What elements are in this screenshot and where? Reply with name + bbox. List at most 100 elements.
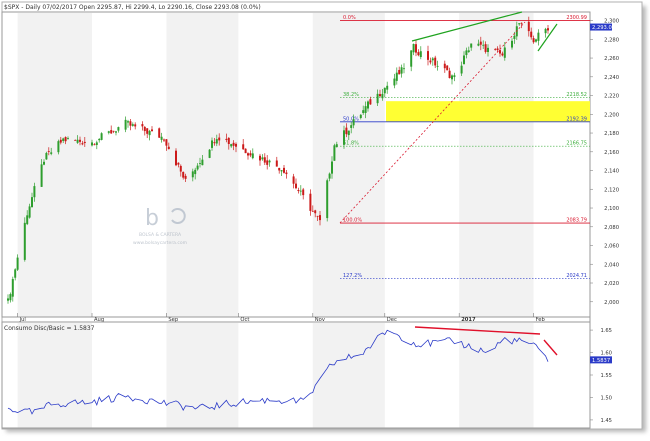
indicator-tick-label: 1.65 [600,328,612,334]
candle-body [544,28,547,34]
candle-body [261,157,264,160]
candle-body [57,141,60,153]
trend-lines [339,11,558,356]
candle-body [146,128,149,134]
candle-body [26,215,29,225]
candle-body [79,139,81,142]
candle-body [124,119,127,130]
candle-body [177,162,180,165]
indicator-series [7,329,549,415]
candle-body [496,48,499,50]
candle-body [117,127,120,131]
candle-body [417,52,420,56]
candle-body [393,78,396,86]
candle-body [527,21,530,32]
candle-body [316,215,319,217]
fibonacci-retracement: 0.0% 2300.99 38.2% 2218.52 50.0% 2192.39 61.8%… [340,15,590,279]
candle-body [112,130,115,132]
candle-body [367,101,369,109]
month-band [17,13,93,317]
candle-body [520,22,523,24]
trend-line-upper-green [411,11,523,42]
candle-body [352,119,355,126]
candle-body [319,215,321,221]
chart-title: $SPX - Daily 07/02/2017 Open 2295.87, Hi… [4,4,261,11]
candle-body [179,165,182,172]
indicator-last-box [590,356,612,364]
candle-body [343,130,345,145]
candle-body [81,143,84,145]
candle-body [148,130,151,136]
candle-body [477,43,480,46]
fib-level-price: 2024.71 [566,273,587,279]
candle-body [14,269,17,278]
date-tick-label: 2017 [461,317,476,323]
fib-level-price: 2083.79 [566,218,587,224]
candle-body [547,28,549,31]
candle-body [165,139,168,146]
candle-body [331,161,333,174]
candle-body [335,144,338,148]
candle-body [7,298,9,301]
indicator-tick-label: 1.50 [600,395,612,401]
candle-body [470,43,473,48]
fib-level-label: 0.0% [343,15,356,21]
fib-level-label: 50.0% [343,116,359,122]
candle-body [311,210,314,212]
candle-body [141,124,144,127]
candle-body [283,167,285,173]
candle-body [225,138,228,140]
fib-level-label: 127.2% [343,273,362,279]
candle-body [376,93,379,104]
candle-body [247,153,249,156]
date-tick-label: Dec [387,317,397,323]
candle-body [395,72,398,81]
candles [7,16,549,304]
candle-body [383,87,386,94]
candle-body [275,160,278,167]
candle-body [278,167,281,171]
candle-body [362,110,365,113]
candle-body [434,57,437,66]
price-axis: 2,000 2,020 2,040 2,060 2,080 2,100 2,120 2,140… [590,19,619,306]
price-tick-label: 2,140 [604,169,619,175]
candle-body [33,186,36,198]
candle-body [446,65,449,71]
watermark-line1: BOLSA & CARTERA [139,232,182,238]
candle-body [535,39,537,42]
candle-body [532,38,535,43]
watermark-mark: b [145,206,159,231]
candle-body [537,32,540,41]
candle-body [196,165,199,170]
price-tick-label: 2,080 [604,225,619,231]
month-band [17,323,93,428]
date-tick-label: Oct [240,317,249,323]
price-tick-label: 2,200 [604,112,619,118]
candle-body [93,144,96,146]
candle-body [292,176,295,184]
candle-body [50,152,53,154]
candle-body [350,125,353,128]
candle-body [412,44,415,53]
indicator-line [7,329,549,415]
watermark-mark-c [171,208,186,224]
candle-body [259,155,261,161]
candle-body [359,114,362,119]
candle-body [74,140,77,141]
candle-body [208,149,211,158]
candle-body [448,70,451,78]
candle-body [453,75,456,78]
candle-body [232,142,235,146]
price-tick-label: 2,300 [604,19,619,25]
candle-body [513,35,516,39]
candle-body [280,170,283,172]
candle-body [511,40,513,48]
candle-body [484,44,487,52]
month-band [312,323,385,428]
candle-body [419,51,422,58]
date-tick-label: Sep [168,317,178,323]
candle-body [429,60,432,63]
candle-body [467,50,470,52]
